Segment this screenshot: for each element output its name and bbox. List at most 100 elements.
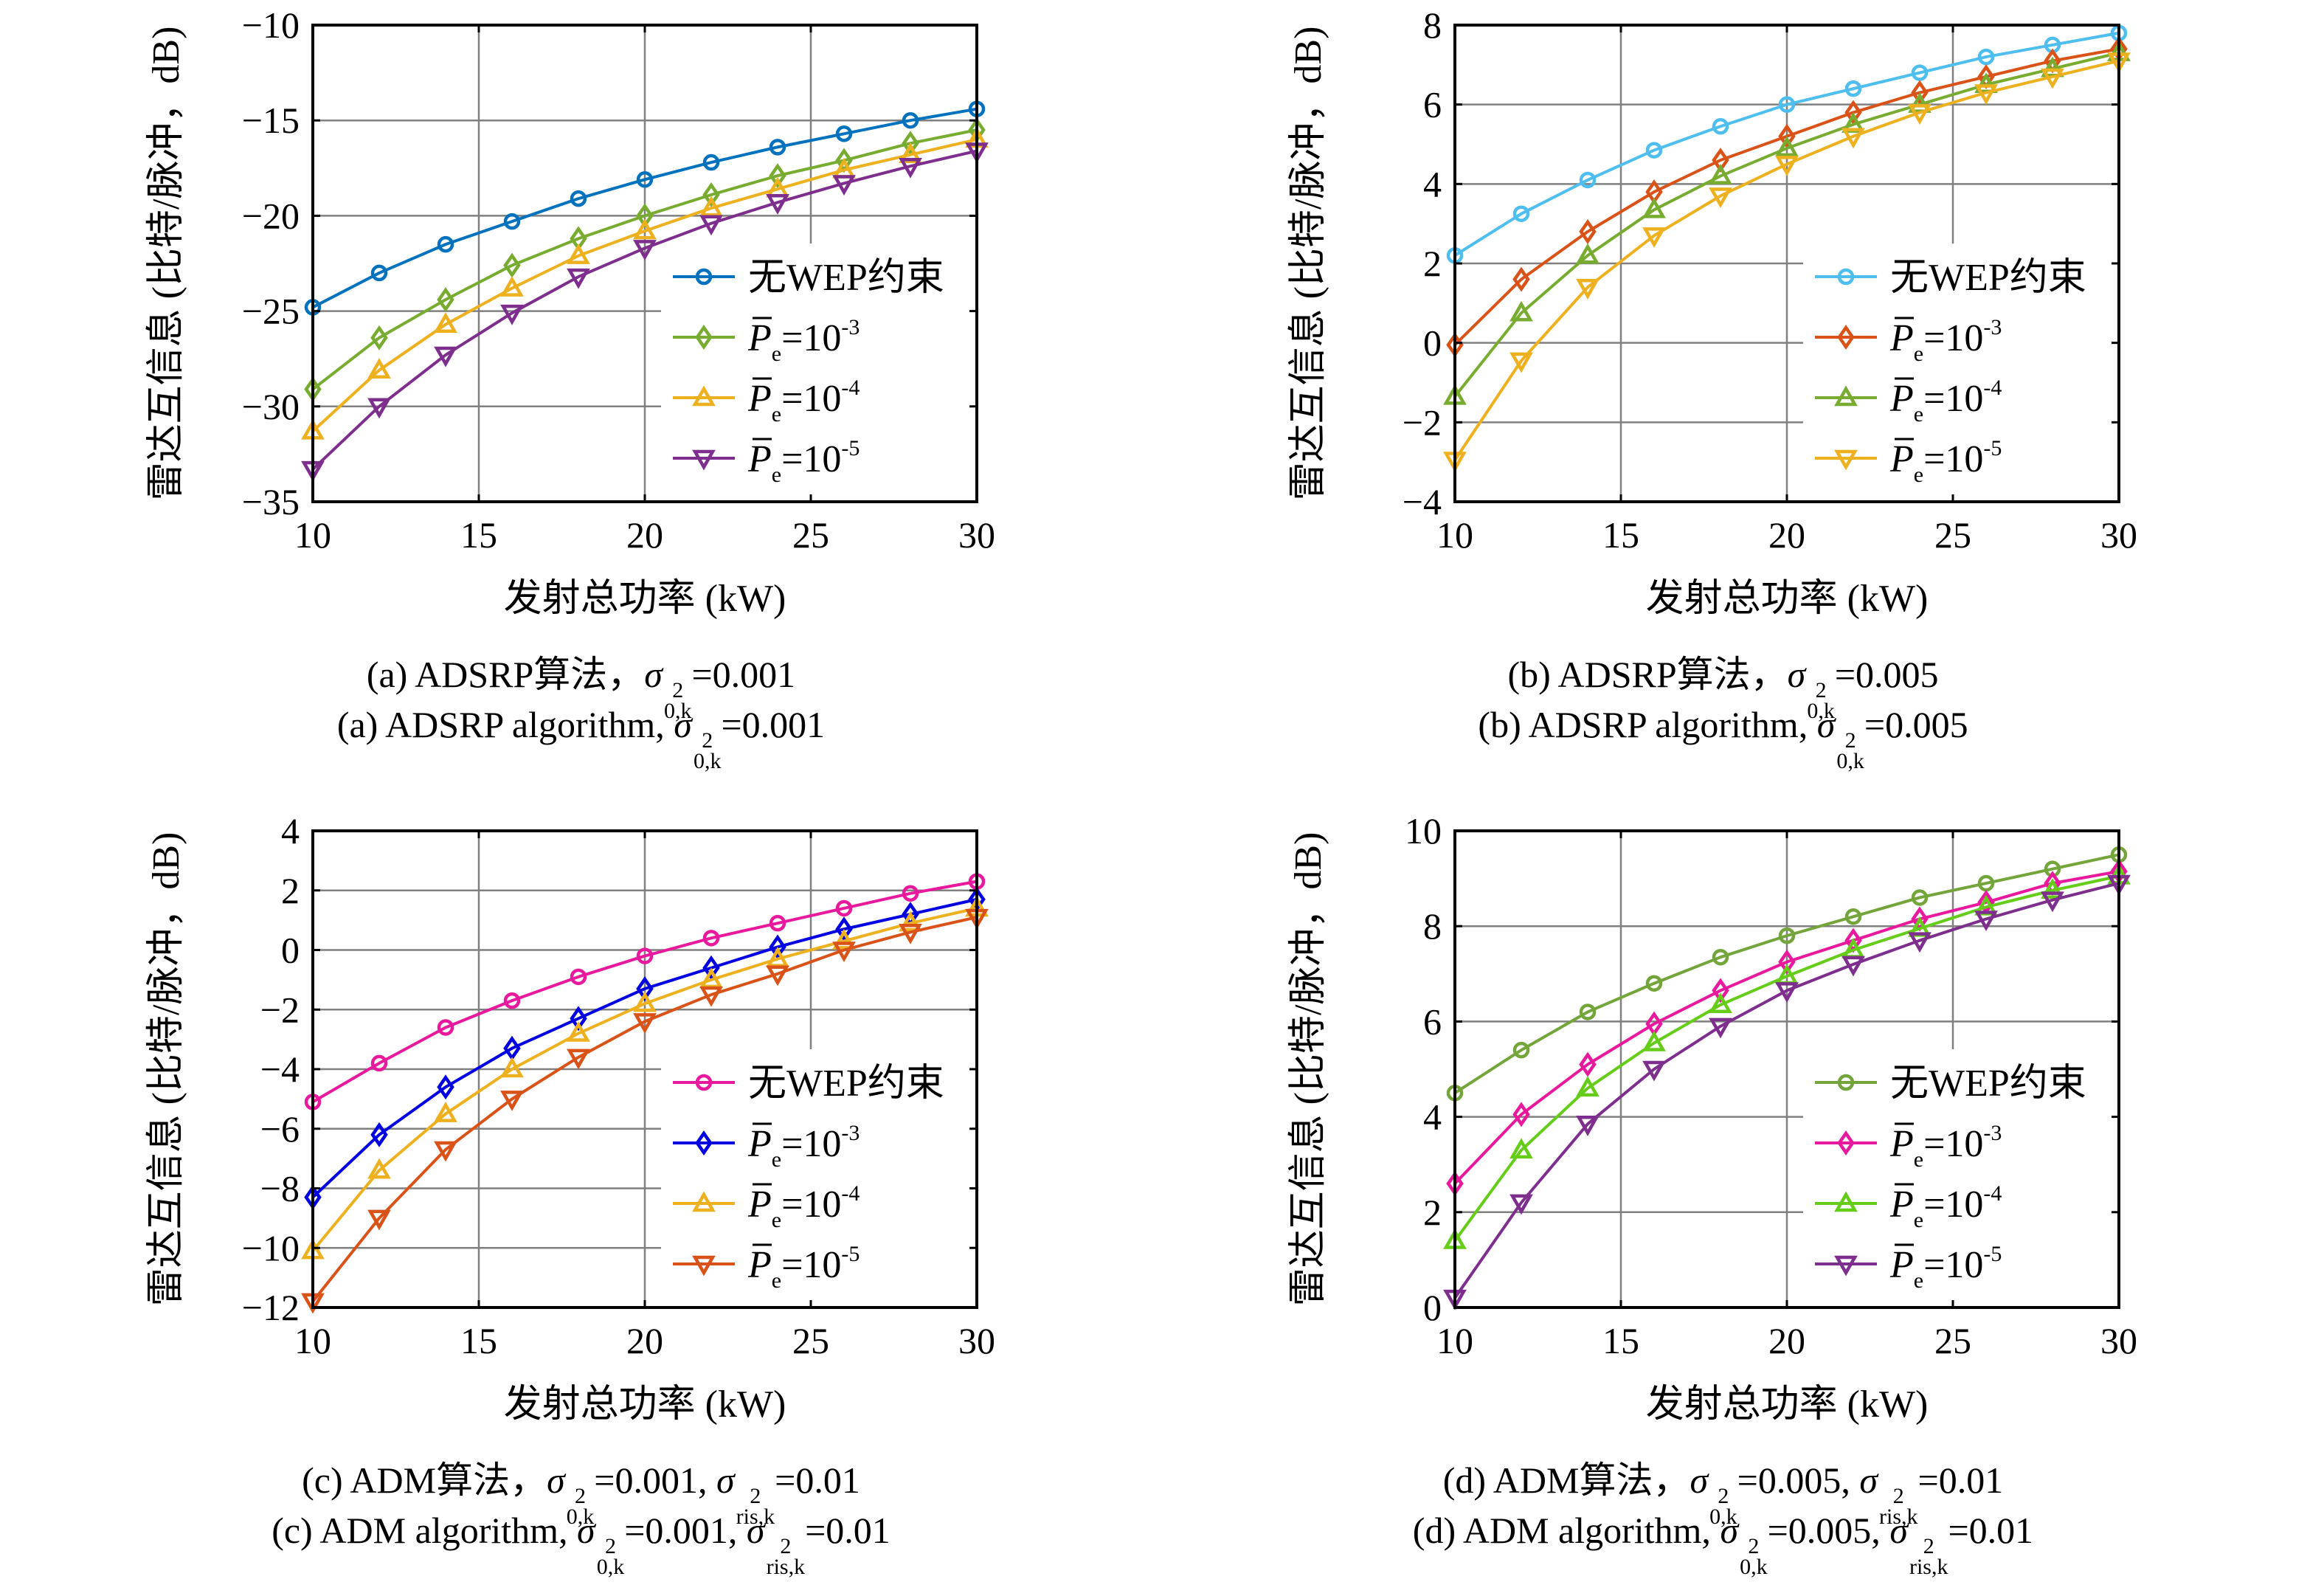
data-point (1576, 1116, 1600, 1136)
data-point (370, 264, 388, 282)
data-point (1977, 48, 1995, 66)
data-point (902, 131, 919, 156)
data-point (1841, 956, 1865, 977)
data-point (702, 955, 720, 981)
y-tick-label: 2 (1423, 1192, 1442, 1233)
data-point (766, 194, 789, 215)
sigma-symbol: σ (746, 1510, 765, 1551)
caption-prefix: (a) ADSRP算法， (366, 654, 645, 695)
y-tick-label: 6 (1423, 84, 1442, 125)
data-point (633, 218, 657, 240)
sigma-value: =0.01 (1948, 1510, 2034, 1551)
series-line (1453, 853, 2120, 1094)
sigma-sup: 2 (1923, 1534, 1934, 1558)
sigma-sub: 0,k (693, 749, 722, 773)
caption-cn-a: (a) ADSRP算法，σ 2 0,k =0.001 (0, 649, 1162, 722)
legend-label: Pe=10-5 (1889, 1242, 2002, 1293)
caption-en-d: (d) ADM algorithm, σ 2 0,k =0.005, σ 2 ris,k =… (1142, 1505, 2304, 1578)
legend-item: Pe=10-3 (673, 1121, 860, 1172)
sigma-symbol: σ (547, 1459, 565, 1501)
y-tick-label: −8 (260, 1168, 300, 1209)
sigma-value: =0.01 (775, 1459, 860, 1501)
series-line (311, 916, 978, 1303)
data-point (1908, 104, 1932, 125)
sigma-symbol: σ (644, 654, 663, 695)
y-tick-label: 0 (1423, 1287, 1442, 1328)
data-point (702, 182, 720, 207)
caption-prefix: (d) ADM算法， (1442, 1459, 1690, 1501)
data-point (1911, 80, 1929, 106)
data-point (702, 930, 720, 947)
sigma-sub: ris,k (766, 1555, 806, 1579)
sigma-sup: 2 (1718, 1484, 1729, 1508)
sigma-sup: 2 (1815, 678, 1827, 702)
data-point (1509, 300, 1533, 322)
data-point (1778, 927, 1796, 944)
data-point (769, 139, 786, 156)
data-point (1712, 118, 1729, 135)
data-point (1974, 911, 1998, 932)
data-point (633, 991, 657, 1012)
series-4 (1443, 52, 2131, 473)
data-point (1712, 978, 1729, 1003)
data-point (367, 358, 391, 379)
sigma-value: =0.01 (805, 1510, 890, 1551)
data-point (1911, 64, 1929, 81)
x-tick-label: 15 (1602, 514, 1639, 556)
caption-en-b: (b) ADSRP algorithm, σ 2 0,k =0.005 (1142, 699, 2304, 773)
legend-marker (692, 385, 716, 407)
legend-item: 无WEP约束 (673, 1063, 944, 1105)
data-point (437, 1074, 454, 1100)
legend-item: Pe=10-4 (673, 1181, 860, 1232)
ticks (1453, 829, 2120, 1309)
sigma-sub: 0,k (1709, 1505, 1737, 1529)
legend-marker (1834, 1191, 1858, 1212)
data-point (1512, 1041, 1530, 1059)
legend: 无WEP约束 Pe=10-3 Pe=10-4 Pe=10-5 (1803, 243, 2120, 494)
sigma-sub: ris,k (736, 1505, 775, 1529)
data-point (503, 252, 521, 278)
series-line (1453, 882, 2120, 1299)
data-point (503, 213, 521, 230)
data-point (437, 287, 454, 313)
data-point (1576, 279, 1600, 300)
data-point (434, 1141, 457, 1162)
data-point (567, 243, 590, 264)
x-tick-label: 30 (958, 514, 995, 556)
y-tick-label: −6 (260, 1108, 300, 1150)
y-tick-label: −20 (242, 195, 300, 236)
x-tick-label: 10 (294, 514, 331, 556)
sigma-symbol: σ (1859, 1459, 1878, 1501)
data-point (500, 276, 524, 297)
data-point (1775, 156, 1799, 176)
x-tick-label: 10 (1436, 1320, 1473, 1361)
legend-marker (1837, 1074, 1855, 1091)
subplot-d: 无WEP约束 Pe=10-3 Pe=10-4 Pe=10-5 10 15 20 25 30 0 2 4… (1142, 806, 2304, 1596)
data-point (1844, 80, 1862, 97)
legend-marker (692, 1191, 716, 1212)
data-point (1642, 197, 1666, 218)
sigma-value: =0.005, (1767, 1510, 1890, 1551)
legend-label: 无WEP约束 (748, 1063, 944, 1105)
data-point (1512, 205, 1530, 222)
x-tick-label: 20 (1768, 514, 1805, 556)
x-axis-title: 发射总功率 (kW) (1646, 578, 1929, 620)
data-point (370, 1122, 388, 1147)
y-tick-label: −15 (242, 100, 300, 141)
y-tick-label: −35 (242, 481, 300, 522)
legend-label: Pe=10-5 (747, 436, 860, 487)
data-point (835, 125, 853, 142)
series-line (1453, 869, 2120, 1185)
chart-d: 无WEP约束 Pe=10-3 Pe=10-4 Pe=10-5 10 15 20 25 30 0 2 4… (1287, 810, 2137, 1426)
legend-item: Pe=10-4 (673, 376, 860, 426)
legend-marker (1837, 268, 1855, 286)
data-point (1844, 908, 1862, 925)
legend-label: Pe=10-4 (747, 1181, 860, 1232)
data-point (636, 171, 654, 188)
series-line (1453, 874, 2120, 1242)
x-tick-label: 20 (626, 514, 663, 556)
sigma-sub: 0,k (566, 1505, 595, 1529)
sigma-sub: 0,k (663, 699, 692, 723)
sigma-sub: 0,k (1836, 749, 1864, 773)
data-point (500, 304, 524, 325)
